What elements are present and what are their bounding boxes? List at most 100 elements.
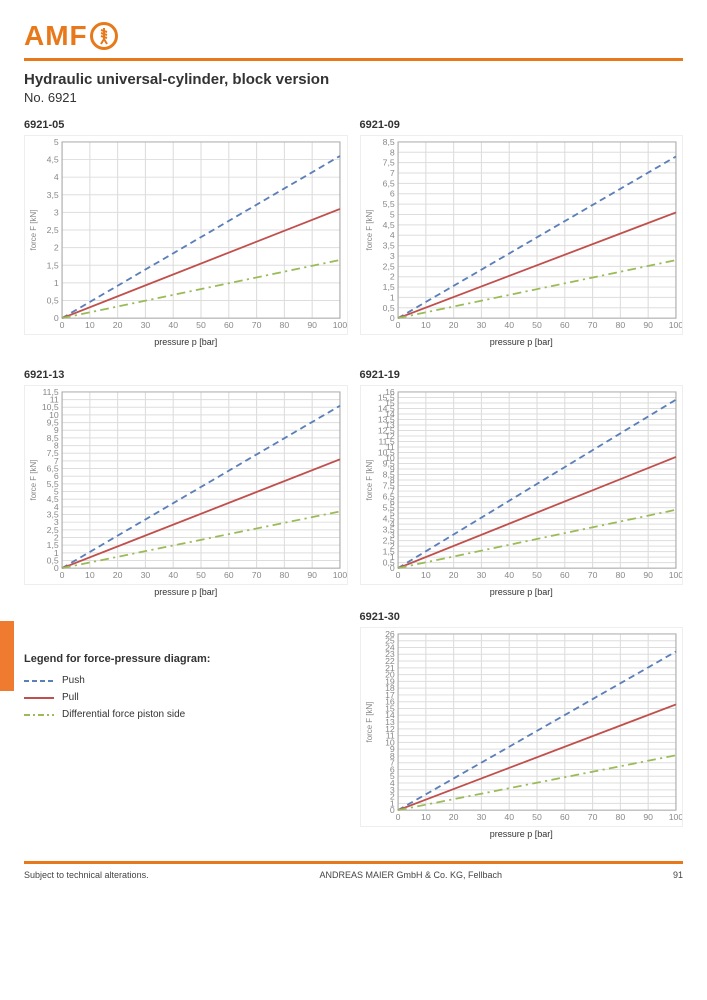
svg-text:0: 0 (60, 570, 65, 580)
svg-text:70: 70 (252, 320, 262, 330)
legend-row-pull: Pull (24, 692, 348, 703)
svg-text:force F [kN]: force F [kN] (28, 460, 38, 501)
svg-text:force F [kN]: force F [kN] (363, 210, 373, 251)
footer: Subject to technical alterations. ANDREA… (24, 870, 683, 880)
svg-text:80: 80 (280, 570, 290, 580)
svg-text:70: 70 (587, 812, 597, 822)
svg-text:100: 100 (668, 570, 682, 580)
chart-wrap: 00,511,522,533,544,555,566,577,588,50102… (360, 135, 684, 335)
logo-text: AMF (24, 20, 88, 52)
chart-wrap: 00,511,522,533,544,555,566,577,588,599,5… (360, 385, 684, 585)
svg-text:90: 90 (643, 320, 653, 330)
svg-text:0: 0 (395, 320, 400, 330)
side-tab (0, 621, 14, 691)
svg-text:30: 30 (141, 570, 151, 580)
svg-text:1: 1 (54, 278, 59, 288)
legend-mark-dashdot-icon (24, 710, 54, 720)
svg-text:90: 90 (307, 570, 317, 580)
svg-text:0,5: 0,5 (382, 303, 394, 313)
svg-text:10: 10 (421, 570, 431, 580)
chart-title: 6921-30 (360, 611, 684, 623)
legend-row-push: Push (24, 675, 348, 686)
footer-company: ANDREAS MAIER GmbH & Co. KG, Fellbach (320, 870, 503, 880)
svg-text:30: 30 (476, 320, 486, 330)
logo-screw-icon (90, 22, 118, 50)
svg-text:3,5: 3,5 (382, 241, 394, 251)
svg-text:100: 100 (333, 570, 347, 580)
svg-text:30: 30 (476, 812, 486, 822)
header: AMF (24, 20, 683, 52)
svg-text:5: 5 (389, 210, 394, 220)
chart-cell-4: 6921-30 01234567891011121314151617181920… (360, 611, 684, 853)
svg-text:50: 50 (532, 570, 542, 580)
legend-label: Push (62, 675, 85, 686)
svg-text:2: 2 (54, 243, 59, 253)
svg-text:2: 2 (389, 272, 394, 282)
svg-text:70: 70 (587, 320, 597, 330)
page-title: Hydraulic universal-cylinder, block vers… (24, 71, 683, 88)
legend-mark-solid-icon (24, 693, 54, 703)
svg-text:20: 20 (448, 812, 458, 822)
svg-text:0: 0 (395, 812, 400, 822)
svg-text:5: 5 (54, 137, 59, 147)
chart-cell-0: 6921-05 00,511,522,533,544,5501020304050… (24, 119, 348, 361)
chart-title: 6921-13 (24, 369, 348, 381)
svg-text:80: 80 (615, 570, 625, 580)
legend: Legend for force-pressure diagram: Push … (24, 653, 348, 720)
svg-text:90: 90 (643, 570, 653, 580)
svg-text:3: 3 (389, 251, 394, 261)
chart-cell-1: 6921-09 00,511,522,533,544,555,566,577,5… (360, 119, 684, 361)
chart-title: 6921-09 (360, 119, 684, 131)
x-axis-label: pressure p [bar] (24, 587, 348, 597)
legend-label: Pull (62, 692, 79, 703)
svg-text:40: 40 (168, 570, 178, 580)
svg-text:100: 100 (668, 320, 682, 330)
svg-text:70: 70 (252, 570, 262, 580)
footer-copyright: Subject to technical alterations. (24, 870, 149, 880)
row-legend-chart: . Legend for force-pressure diagram: Pus… (24, 611, 683, 853)
legend-mark-dashed-icon (24, 676, 54, 686)
footer-page: 91 (673, 870, 683, 880)
svg-text:0: 0 (395, 570, 400, 580)
chart-wrap: 00,511,522,533,544,555,566,577,588,599,5… (24, 385, 348, 585)
legend-heading: Legend for force-pressure diagram: (24, 653, 348, 665)
svg-text:4,5: 4,5 (47, 155, 59, 165)
svg-text:20: 20 (448, 320, 458, 330)
svg-text:3: 3 (54, 208, 59, 218)
footer-rule (24, 861, 683, 864)
svg-text:100: 100 (668, 812, 682, 822)
svg-text:50: 50 (532, 812, 542, 822)
svg-text:11,5: 11,5 (42, 387, 59, 397)
svg-text:20: 20 (113, 570, 123, 580)
svg-text:1: 1 (389, 293, 394, 303)
svg-text:70: 70 (587, 570, 597, 580)
svg-text:90: 90 (307, 320, 317, 330)
svg-text:40: 40 (504, 570, 514, 580)
svg-text:2,5: 2,5 (47, 225, 59, 235)
svg-text:80: 80 (615, 320, 625, 330)
svg-text:60: 60 (224, 320, 234, 330)
chart-cell-3: 6921-19 00,511,522,533,544,555,566,577,5… (360, 369, 684, 611)
svg-text:1,5: 1,5 (382, 282, 394, 292)
svg-text:50: 50 (196, 320, 206, 330)
svg-text:7: 7 (389, 168, 394, 178)
svg-text:16: 16 (385, 387, 395, 397)
svg-text:2,5: 2,5 (382, 262, 394, 272)
svg-text:80: 80 (615, 812, 625, 822)
svg-text:4: 4 (54, 173, 59, 183)
svg-text:4,5: 4,5 (382, 220, 394, 230)
charts-grid: 6921-05 00,511,522,533,544,5501020304050… (24, 119, 683, 611)
svg-text:20: 20 (448, 570, 458, 580)
logo: AMF (24, 20, 118, 52)
svg-text:40: 40 (504, 320, 514, 330)
svg-text:force F [kN]: force F [kN] (363, 702, 373, 743)
x-axis-label: pressure p [bar] (360, 587, 684, 597)
chart-wrap: 0123456789101112131415161718192021222324… (360, 627, 684, 827)
svg-text:10: 10 (421, 320, 431, 330)
x-axis-label: pressure p [bar] (360, 337, 684, 347)
x-axis-label: pressure p [bar] (360, 829, 684, 839)
svg-text:60: 60 (224, 570, 234, 580)
legend-row-diff: Differential force piston side (24, 709, 348, 720)
svg-text:1,5: 1,5 (47, 261, 59, 271)
chart-wrap: 00,511,522,533,544,550102030405060708090… (24, 135, 348, 335)
